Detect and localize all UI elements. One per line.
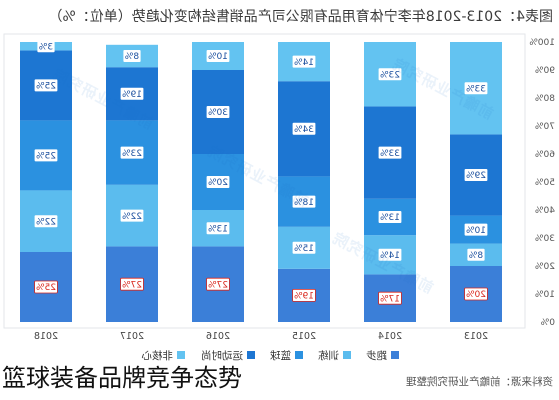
data-label: 18% (294, 198, 314, 208)
y-tick-label: 60% (535, 150, 555, 160)
data-label: 8% (124, 52, 139, 62)
data-label: 3% (38, 42, 53, 52)
data-label: 34% (294, 125, 314, 135)
data-label: 27% (122, 280, 142, 290)
data-label: 20% (208, 178, 228, 188)
data-label-box (464, 287, 488, 301)
data-label-box (34, 215, 58, 228)
data-label: 19% (294, 292, 314, 302)
data-label: 20% (466, 290, 486, 300)
data-label: 17% (380, 294, 400, 304)
data-label-box (206, 277, 230, 291)
x-tick-label: 2017 (120, 331, 144, 342)
data-label-box (120, 146, 144, 159)
data-label-box (34, 79, 58, 92)
data-label: 33% (380, 149, 400, 159)
legend-swatch (247, 351, 255, 359)
data-label-box (378, 248, 402, 261)
y-tick-label: 80% (535, 94, 555, 104)
data-label-box (34, 149, 58, 162)
data-label-box (464, 82, 488, 95)
x-tick-label: 2015 (292, 331, 316, 342)
data-label-box (120, 277, 144, 291)
data-label: 14% (380, 251, 400, 261)
legend-label: 训练 (318, 349, 339, 362)
y-tick-label: 40% (535, 206, 555, 216)
legend-label: 跑步 (366, 349, 387, 362)
y-tick-label: 100% (529, 38, 555, 48)
data-label-box (292, 122, 316, 135)
data-label: 14% (294, 58, 314, 68)
y-tick-label: 0% (540, 318, 555, 328)
caption-title: 篮球装备品牌竞争态势 (2, 364, 242, 392)
data-label: 10% (208, 52, 228, 62)
data-label-box (378, 146, 402, 159)
x-tick-label: 2016 (206, 331, 230, 342)
data-label: 15% (294, 244, 314, 254)
data-label: 13% (208, 224, 228, 234)
legend-label: 运动时尚 (201, 349, 243, 362)
data-label-box (292, 288, 316, 302)
data-label: 23% (380, 70, 400, 80)
y-tick-label: 50% (535, 178, 555, 188)
legend-label: 非核心 (141, 349, 173, 362)
legend-swatch (295, 351, 303, 359)
data-label-box (206, 222, 230, 235)
data-label-box (292, 55, 316, 68)
data-label-box (464, 169, 488, 181)
data-label-box (206, 176, 230, 188)
data-label-box (120, 209, 144, 222)
chart-source: 资料来源：前瞻产业研究院整理 (406, 375, 553, 388)
data-label: 10% (466, 226, 486, 236)
legend-swatch (343, 351, 351, 359)
data-label-box (120, 87, 144, 100)
x-tick-label: 2018 (34, 331, 58, 342)
data-label-box (378, 291, 402, 305)
plot-frame (3, 33, 526, 329)
data-label: 13% (380, 213, 400, 223)
data-label-box (378, 68, 402, 81)
data-label-box (123, 50, 141, 62)
legend-swatch (177, 351, 185, 359)
legend-swatch (391, 351, 399, 359)
data-label-box (292, 195, 316, 208)
data-label: 8% (468, 251, 483, 261)
data-label-box (292, 241, 316, 254)
data-label-box (467, 248, 485, 261)
data-label-box (206, 106, 230, 118)
chart-title: 图表4：2013-2018年李宁体育用品有限公司产品销售结构变化趋势（单位：%） (48, 8, 553, 25)
data-label: 25% (36, 82, 56, 92)
data-label: 22% (122, 212, 142, 222)
data-label: 23% (122, 149, 142, 159)
y-tick-label: 10% (535, 290, 555, 300)
data-label-box (464, 223, 488, 236)
x-tick-label: 2014 (378, 331, 402, 342)
data-label: 27% (208, 280, 228, 290)
data-label-box (206, 50, 230, 62)
data-label: 25% (36, 283, 56, 293)
data-label: 22% (36, 217, 56, 227)
data-label-box (378, 211, 402, 223)
data-label-box (34, 280, 58, 294)
y-tick-label: 20% (535, 262, 555, 272)
x-tick-label: 2013 (464, 331, 488, 342)
y-tick-label: 70% (535, 122, 555, 132)
data-label: 19% (122, 90, 142, 100)
legend-label: 篮球 (270, 349, 291, 362)
data-label-box (37, 40, 55, 53)
y-tick-label: 90% (535, 66, 555, 76)
data-label: 33% (466, 84, 486, 94)
y-tick-label: 30% (535, 234, 555, 244)
data-label: 29% (466, 171, 486, 181)
data-label: 25% (36, 152, 56, 162)
data-label: 30% (208, 108, 228, 118)
